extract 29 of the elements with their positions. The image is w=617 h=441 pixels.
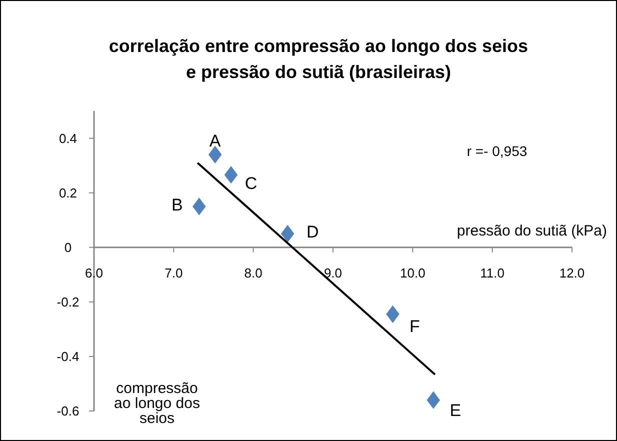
point <box>280 224 294 243</box>
y-tick-label: -0.6 <box>56 404 80 419</box>
annotation: D <box>306 222 319 242</box>
y-tick-label: -0.2 <box>56 294 80 310</box>
annotation: E <box>450 401 462 420</box>
x-tick-label: 7.0 <box>164 265 183 280</box>
y-tick-label: 0.4 <box>58 130 78 146</box>
y-axis-title: compressão ao longo dos seios <box>114 380 200 427</box>
annotation: A <box>209 132 222 151</box>
point <box>386 305 400 324</box>
x-tick-label: 11.0 <box>480 265 505 280</box>
x-tick-label: 9.0 <box>324 265 342 280</box>
annotation: B <box>171 195 183 214</box>
point <box>426 391 440 409</box>
y-tick-label: 0 <box>64 240 72 255</box>
x-tick-label: 6.0 <box>84 265 104 280</box>
annotation: F <box>410 317 420 336</box>
annotation: C <box>244 174 258 193</box>
chart-title: correlação entre compressão ao longo dos seios e pressão do sutiã (brasileiras) <box>108 36 528 82</box>
x-axis-title: pressão do sutiã (kPa) <box>456 222 607 240</box>
point <box>192 198 206 216</box>
y-tick-label: 0.2 <box>58 185 78 200</box>
annotation: r =- 0,953 <box>466 143 528 159</box>
y-tick-label: -0.4 <box>56 349 80 364</box>
point <box>208 146 222 164</box>
x-tick-label: 10.0 <box>400 265 426 280</box>
x-tick-label: 12.0 <box>559 265 585 280</box>
x-tick-label: 8.0 <box>244 265 262 280</box>
point <box>224 166 238 184</box>
